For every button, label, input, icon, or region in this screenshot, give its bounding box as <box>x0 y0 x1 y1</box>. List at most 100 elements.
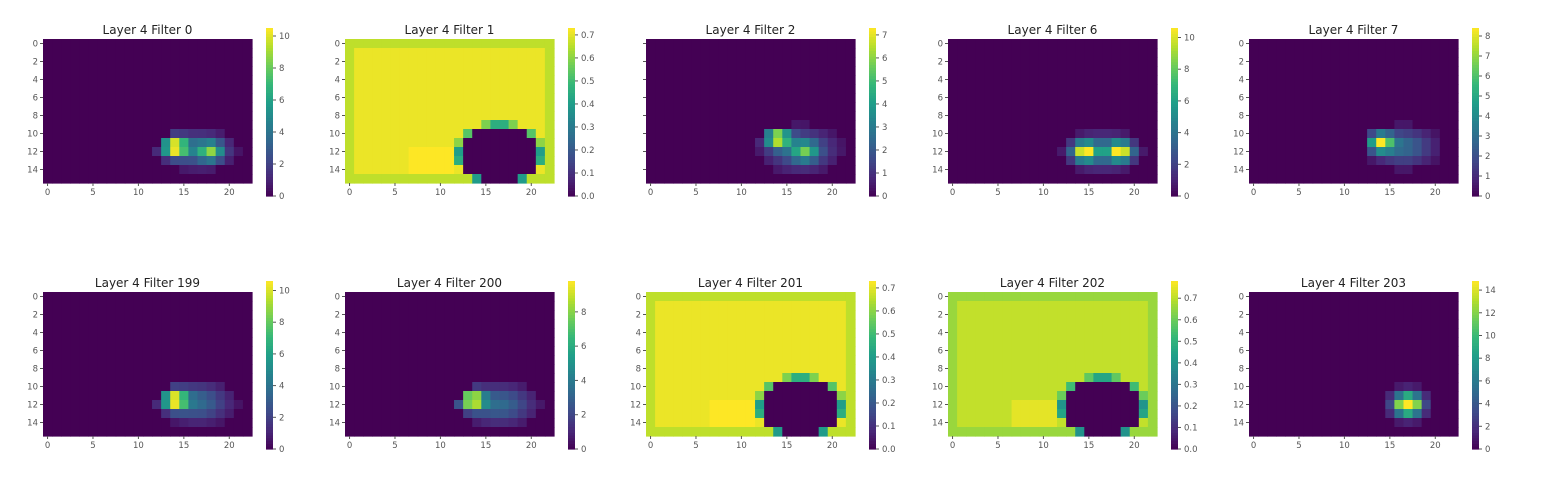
heatmap-cell <box>782 427 792 437</box>
heatmap-cell <box>818 93 829 103</box>
heatmap-cell <box>1348 48 1359 58</box>
heatmap-cell <box>1093 418 1104 428</box>
heatmap-cell <box>1075 391 1085 401</box>
heatmap-cell <box>1367 84 1377 94</box>
heatmap-cell <box>408 39 419 49</box>
heatmap-cell <box>1430 165 1441 175</box>
heatmap-cell <box>673 156 683 166</box>
heatmap-cell <box>727 355 738 365</box>
heatmap-cell <box>1129 409 1140 419</box>
heatmap-cell <box>800 57 811 67</box>
heatmap-cell <box>1084 319 1094 329</box>
heatmap-cell <box>773 138 783 148</box>
heatmap-cell <box>161 346 171 356</box>
heatmap-cell <box>1020 156 1031 166</box>
heatmap-cell <box>1038 48 1049 58</box>
heatmap-cell <box>1367 93 1377 103</box>
heatmap-cell <box>1276 400 1286 410</box>
heatmap-cell <box>233 418 244 428</box>
heatmap-cell <box>966 39 976 49</box>
heatmap-cell <box>984 129 995 139</box>
heatmap-cell <box>417 138 428 148</box>
heatmap-cell <box>354 364 364 374</box>
heatmap-cell <box>791 382 802 392</box>
heatmap-cell <box>372 409 382 419</box>
heatmap-cell <box>1394 111 1405 121</box>
heatmap-cell <box>818 400 829 410</box>
heatmap-cell <box>700 382 711 392</box>
colorbar-segment <box>1472 134 1479 138</box>
heatmap-cell <box>179 120 189 130</box>
heatmap-cell <box>179 165 189 175</box>
heatmap-cell <box>755 382 765 392</box>
heatmap-cell <box>1312 111 1323 121</box>
heatmap-cell <box>809 39 820 49</box>
heatmap-cell <box>52 75 62 85</box>
colorbar-segment <box>1472 30 1479 35</box>
heatmap-cell <box>463 147 473 157</box>
colorbar-segment <box>869 86 876 91</box>
heatmap-cell <box>408 346 419 356</box>
heatmap-cell <box>745 319 756 329</box>
heatmap-cell <box>1339 337 1350 347</box>
heatmap-cell <box>224 427 235 437</box>
heatmap-cell <box>390 409 401 419</box>
colorbar-segment <box>1171 323 1178 327</box>
heatmap-cell <box>1385 93 1395 103</box>
heatmap-cell <box>490 111 501 121</box>
heatmap-cell <box>363 346 373 356</box>
heatmap-cell <box>809 84 820 94</box>
heatmap-cell <box>499 301 510 311</box>
heatmap-cell <box>1385 138 1395 148</box>
heatmap-cell <box>472 174 482 184</box>
colorbar-segment <box>1171 50 1178 54</box>
heatmap-cell <box>809 48 820 58</box>
y-tick-label: 0 <box>938 40 943 50</box>
heatmap-cell <box>827 382 838 392</box>
heatmap-cell <box>206 75 217 85</box>
heatmap-cell <box>1303 382 1314 392</box>
colorbar-segment <box>1171 295 1178 299</box>
heatmap-cell <box>1385 364 1395 374</box>
heatmap-cell <box>1412 93 1423 103</box>
heatmap-cell <box>1002 48 1013 58</box>
heatmap-cell <box>809 355 820 365</box>
heatmap-cell <box>1385 156 1395 166</box>
heatmap-cell <box>1267 39 1277 49</box>
heatmap-cell <box>1439 48 1450 58</box>
heatmap-cell <box>197 355 208 365</box>
colorbar-segment <box>568 30 575 35</box>
heatmap-cell <box>544 310 555 320</box>
heatmap-cell <box>948 355 958 365</box>
heatmap-cell <box>957 174 967 184</box>
heatmap-cell <box>142 48 153 58</box>
heatmap-cell <box>152 364 162 374</box>
heatmap-cell <box>435 373 446 383</box>
colorbar-segment <box>1171 165 1178 169</box>
heatmap-cell <box>1129 111 1140 121</box>
colorbar-tick-label: 10 <box>279 32 290 42</box>
colorbar-segment <box>869 351 876 355</box>
colorbar-segment <box>869 151 876 155</box>
heatmap-cell <box>161 102 171 112</box>
colorbar-segment <box>1472 292 1479 296</box>
heatmap-cell <box>490 138 501 148</box>
heatmap-cell <box>124 165 135 175</box>
heatmap-cell <box>664 337 674 347</box>
colorbar-segment <box>869 53 876 57</box>
heatmap-cell <box>444 75 455 85</box>
heatmap-cell <box>472 75 482 85</box>
heatmap-cell <box>1276 391 1286 401</box>
colorbar-tick-label: 0.4 <box>1184 359 1198 369</box>
heatmap-cell <box>1358 292 1368 302</box>
heatmap-cell <box>179 310 189 320</box>
heatmap-cell <box>1029 93 1040 103</box>
heatmap-cell <box>88 147 99 157</box>
heatmap-cell <box>827 165 838 175</box>
heatmap-cell <box>1075 409 1085 419</box>
heatmap-cell <box>691 382 702 392</box>
heatmap-cell <box>97 156 108 166</box>
heatmap-cell <box>782 346 792 356</box>
heatmap-cell <box>161 328 171 338</box>
